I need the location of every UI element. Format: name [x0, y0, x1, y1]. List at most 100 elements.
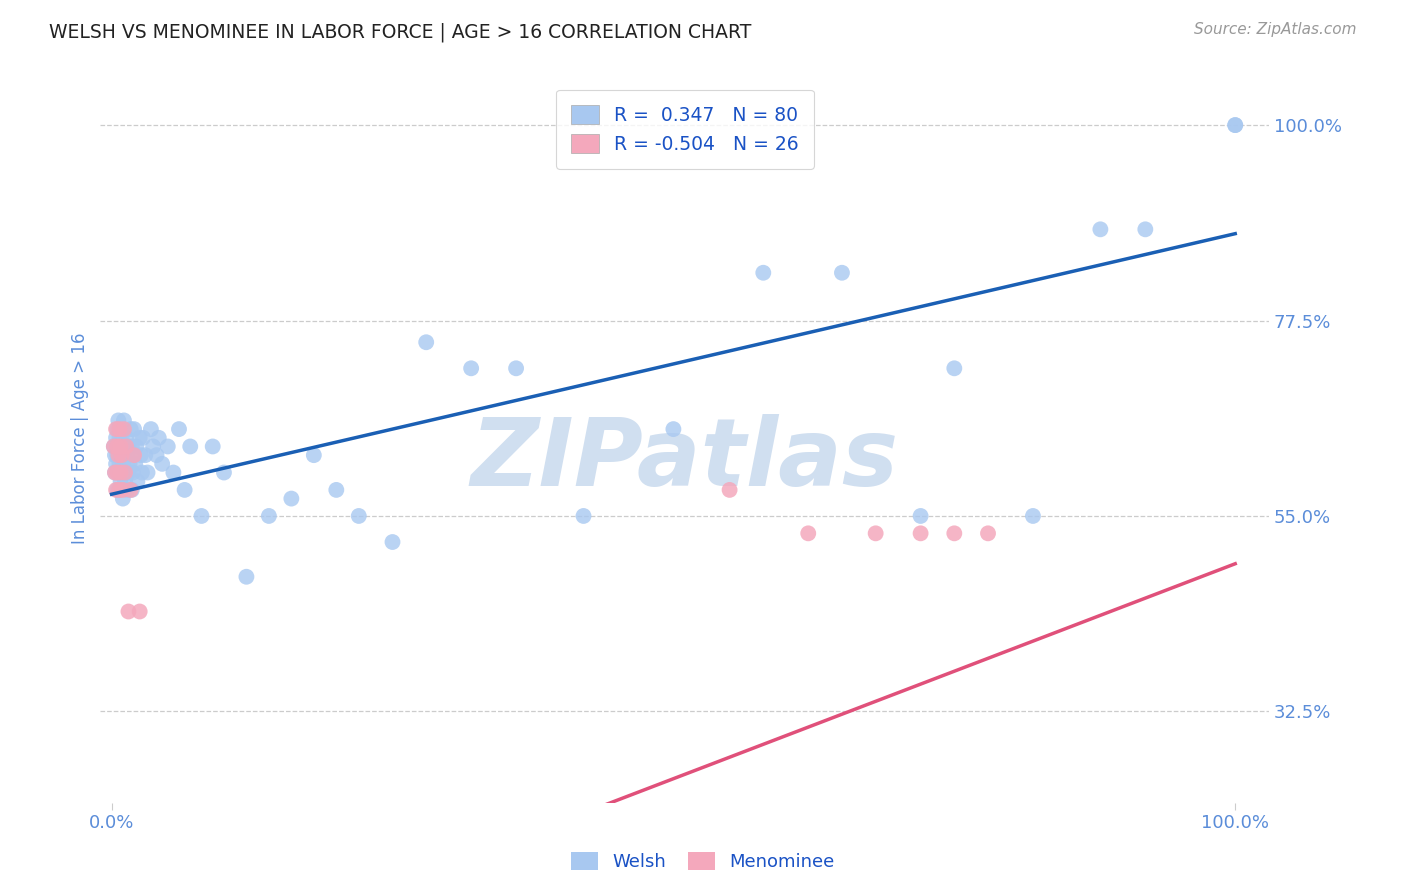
- Point: [280, 491, 302, 506]
- Point: [127, 474, 149, 488]
- Point: [124, 457, 146, 471]
- Point: [121, 440, 143, 454]
- Point: [128, 605, 150, 619]
- Point: [134, 448, 156, 462]
- Point: [104, 466, 127, 480]
- Point: [105, 431, 128, 445]
- Point: [105, 422, 128, 436]
- Point: [125, 440, 148, 454]
- Point: [111, 491, 134, 506]
- Point: [108, 483, 131, 497]
- Point: [110, 440, 132, 454]
- Point: [114, 440, 136, 454]
- Point: [104, 448, 127, 462]
- Point: [114, 466, 136, 480]
- Point: [572, 508, 595, 523]
- Point: [132, 431, 155, 445]
- Point: [162, 466, 184, 480]
- Point: [302, 448, 325, 462]
- Point: [105, 448, 128, 462]
- Legend: Welsh, Menominee: Welsh, Menominee: [564, 845, 842, 879]
- Text: ZIPatlas: ZIPatlas: [471, 414, 898, 506]
- Point: [115, 466, 138, 480]
- Point: [117, 440, 139, 454]
- Point: [115, 440, 138, 454]
- Point: [114, 474, 136, 488]
- Point: [103, 440, 125, 454]
- Point: [105, 483, 128, 497]
- Point: [115, 431, 138, 445]
- Point: [111, 483, 134, 497]
- Point: [136, 466, 159, 480]
- Legend: R =  0.347   N = 80, R = -0.504   N = 26: R = 0.347 N = 80, R = -0.504 N = 26: [555, 90, 814, 169]
- Point: [105, 466, 128, 480]
- Point: [110, 474, 132, 488]
- Point: [108, 431, 131, 445]
- Point: [107, 440, 129, 454]
- Point: [910, 526, 932, 541]
- Point: [145, 448, 167, 462]
- Point: [142, 440, 165, 454]
- Text: WELSH VS MENOMINEE IN LABOR FORCE | AGE > 16 CORRELATION CHART: WELSH VS MENOMINEE IN LABOR FORCE | AGE …: [49, 22, 752, 42]
- Point: [120, 483, 142, 497]
- Point: [122, 422, 145, 436]
- Point: [111, 457, 134, 471]
- Point: [122, 448, 145, 462]
- Point: [718, 483, 741, 497]
- Y-axis label: In Labor Force | Age > 16: In Labor Force | Age > 16: [72, 332, 89, 543]
- Point: [156, 440, 179, 454]
- Point: [104, 466, 127, 480]
- Point: [105, 483, 128, 497]
- Point: [117, 448, 139, 462]
- Point: [943, 361, 966, 376]
- Point: [107, 466, 129, 480]
- Point: [108, 483, 131, 497]
- Point: [110, 440, 132, 454]
- Point: [1022, 508, 1045, 523]
- Point: [381, 535, 404, 549]
- Point: [105, 457, 128, 471]
- Point: [797, 526, 820, 541]
- Point: [179, 440, 201, 454]
- Point: [1225, 118, 1247, 132]
- Point: [347, 508, 370, 523]
- Point: [167, 422, 190, 436]
- Point: [110, 466, 132, 480]
- Point: [122, 448, 145, 462]
- Point: [257, 508, 280, 523]
- Point: [112, 448, 135, 462]
- Point: [120, 422, 142, 436]
- Point: [235, 570, 257, 584]
- Point: [107, 413, 129, 427]
- Point: [325, 483, 347, 497]
- Point: [190, 508, 212, 523]
- Point: [117, 605, 139, 619]
- Point: [105, 422, 128, 436]
- Point: [977, 526, 1000, 541]
- Point: [108, 457, 131, 471]
- Point: [122, 466, 145, 480]
- Point: [129, 448, 152, 462]
- Point: [415, 335, 437, 350]
- Point: [112, 413, 135, 427]
- Point: [1090, 222, 1112, 236]
- Point: [943, 526, 966, 541]
- Point: [460, 361, 482, 376]
- Point: [505, 361, 527, 376]
- Point: [131, 466, 153, 480]
- Point: [910, 508, 932, 523]
- Point: [111, 466, 134, 480]
- Point: [831, 266, 853, 280]
- Point: [111, 431, 134, 445]
- Point: [118, 457, 141, 471]
- Point: [105, 440, 128, 454]
- Point: [117, 483, 139, 497]
- Point: [139, 422, 162, 436]
- Point: [111, 448, 134, 462]
- Point: [112, 422, 135, 436]
- Point: [201, 440, 224, 454]
- Point: [752, 266, 775, 280]
- Point: [150, 457, 173, 471]
- Text: Source: ZipAtlas.com: Source: ZipAtlas.com: [1194, 22, 1357, 37]
- Point: [173, 483, 195, 497]
